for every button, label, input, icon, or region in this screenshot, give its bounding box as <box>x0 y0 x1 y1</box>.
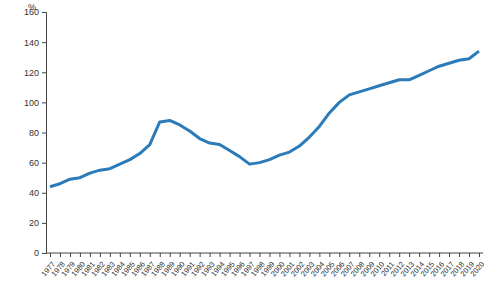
x-tick-mark <box>439 253 440 257</box>
x-tick-mark <box>319 253 320 257</box>
y-tick-label: 100 <box>24 98 39 108</box>
x-tick-mark <box>240 253 241 257</box>
x-tick-mark <box>160 253 161 257</box>
y-axis-line <box>42 13 47 254</box>
x-tick-mark <box>50 253 51 257</box>
y-tick-label: 40 <box>29 188 39 198</box>
x-tick-mark <box>90 253 91 257</box>
x-tick-mark <box>349 253 350 257</box>
y-tick-mark <box>42 42 46 43</box>
x-tick-mark <box>379 253 380 257</box>
x-tick-mark <box>339 253 340 257</box>
x-tick-mark <box>80 253 81 257</box>
x-tick-mark <box>399 253 400 257</box>
y-tick-mark <box>42 163 46 164</box>
x-tick-mark <box>220 253 221 257</box>
y-tick: 60 <box>29 158 46 168</box>
y-tick: 40 <box>29 188 46 198</box>
y-tick-label: 20 <box>29 218 39 228</box>
x-tick-mark <box>419 253 420 257</box>
chart: 0204060801001201401601977197819791980198… <box>0 0 493 306</box>
x-tick-mark <box>170 253 171 257</box>
x-tick-mark <box>459 253 460 257</box>
x-axis-line <box>46 253 483 254</box>
y-axis-title: % <box>28 2 36 12</box>
x-tick-mark <box>190 253 191 257</box>
y-tick-label: 0 <box>34 248 39 258</box>
x-tick-mark <box>70 253 71 257</box>
x-tick-mark <box>449 253 450 257</box>
x-tick-mark <box>429 253 430 257</box>
y-tick-mark <box>42 72 46 73</box>
x-tick-mark <box>230 253 231 257</box>
x-tick-mark <box>359 253 360 257</box>
y-tick-mark <box>42 12 46 13</box>
x-tick-mark <box>120 253 121 257</box>
y-tick-mark <box>42 133 46 134</box>
y-tick-label: 80 <box>29 128 39 138</box>
y-tick: 80 <box>29 128 46 138</box>
x-tick-mark <box>329 253 330 257</box>
x-tick-mark <box>309 253 310 257</box>
y-tick: 100 <box>24 98 46 108</box>
x-tick-mark <box>409 253 410 257</box>
y-tick-label: 140 <box>24 38 39 48</box>
x-tick-mark <box>210 253 211 257</box>
line <box>50 51 479 187</box>
x-tick-mark <box>110 253 111 257</box>
x-tick-mark <box>299 253 300 257</box>
y-tick: 120 <box>24 68 46 78</box>
y-tick-mark <box>42 102 46 103</box>
x-tick-mark <box>289 253 290 257</box>
y-tick-mark <box>42 193 46 194</box>
x-tick-mark <box>479 253 480 257</box>
x-tick-mark <box>180 253 181 257</box>
x-tick-mark <box>389 253 390 257</box>
x-tick-mark <box>60 253 61 257</box>
x-tick-mark <box>130 253 131 257</box>
plot-area <box>50 51 479 187</box>
y-tick-label: 60 <box>29 158 39 168</box>
x-axis: 1977197819791980198119821983198419851986… <box>39 253 486 278</box>
x-tick: 2020 <box>468 253 486 278</box>
y-tick-mark <box>42 223 46 224</box>
x-tick-mark <box>279 253 280 257</box>
y-tick-label: 120 <box>24 68 39 78</box>
y-tick: 140 <box>24 38 46 48</box>
x-tick-mark <box>250 253 251 257</box>
y-axis: 020406080100120140160 <box>24 7 47 258</box>
y-tick: 20 <box>29 218 46 228</box>
y-tick-mark <box>42 253 46 254</box>
x-tick-mark <box>200 253 201 257</box>
x-tick-mark <box>269 253 270 257</box>
y-tick: 0 <box>34 248 46 258</box>
x-tick-mark <box>369 253 370 257</box>
x-tick-mark <box>469 253 470 257</box>
x-tick-mark <box>260 253 261 257</box>
x-tick-mark <box>150 253 151 257</box>
x-tick-label: 2020 <box>468 260 486 279</box>
x-tick-mark <box>100 253 101 257</box>
x-tick-mark <box>140 253 141 257</box>
